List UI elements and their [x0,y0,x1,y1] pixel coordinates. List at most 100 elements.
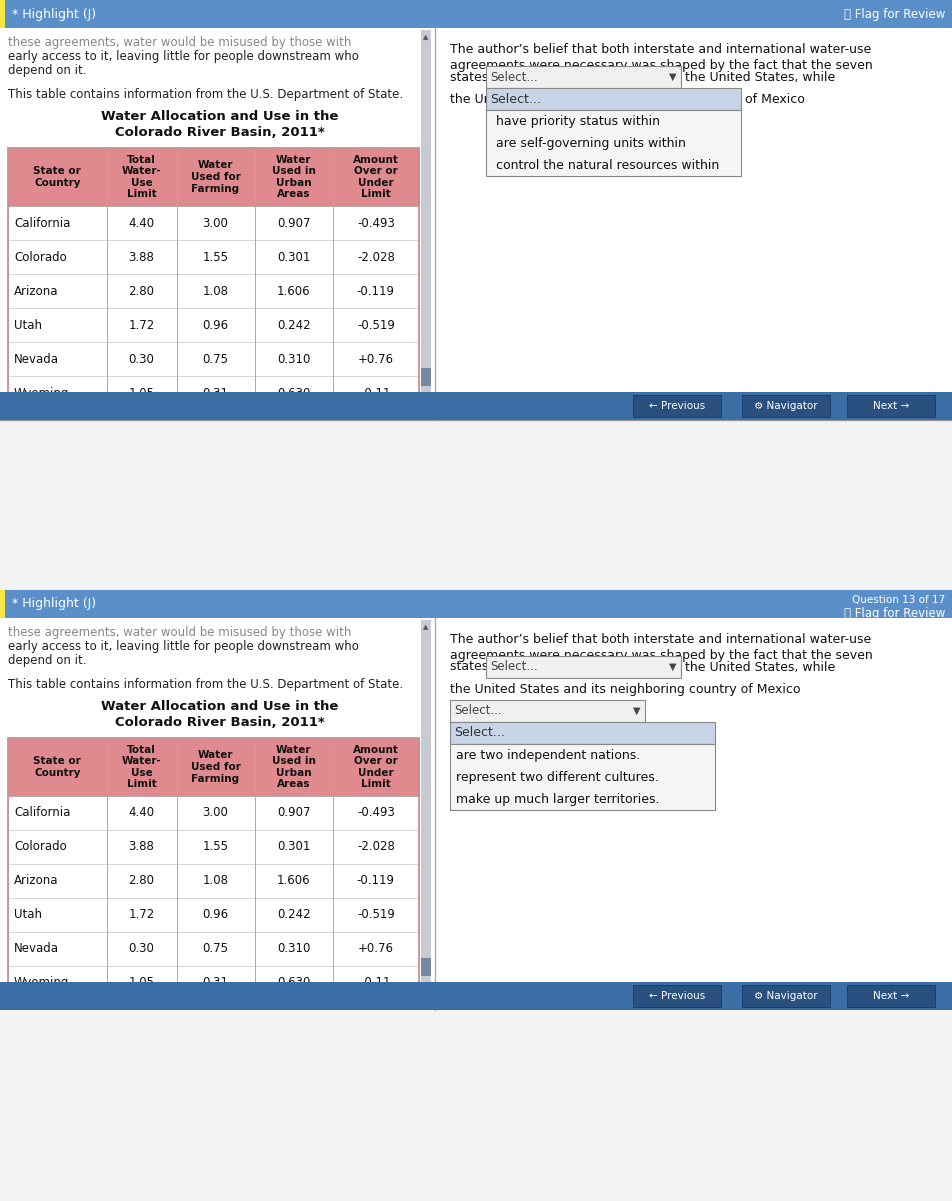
Text: Total
Water-
Use
Limit: Total Water- Use Limit [122,155,161,199]
Text: -0.11: -0.11 [360,976,390,990]
Text: ▼: ▼ [423,406,428,412]
Text: 0.96: 0.96 [202,908,228,921]
Text: agreements were necessary was shaped by the fact that the seven: agreements were necessary was shaped by … [449,649,872,662]
Text: early access to it, leaving little for people downstream who: early access to it, leaving little for p… [8,50,359,62]
Text: states: states [449,71,492,84]
Bar [0,982,952,1010]
Bar [449,722,714,743]
Bar [0,0,952,28]
Text: 0.31: 0.31 [203,976,228,990]
Text: This table contains information from the U.S. Department of State.: This table contains information from the… [8,88,403,101]
Bar [8,240,419,274]
Text: 4.40: 4.40 [129,216,154,229]
Bar [486,110,741,177]
Bar [0,392,952,420]
Text: Water Allocation and Use in the: Water Allocation and Use in the [101,700,338,713]
Text: Colorado: Colorado [14,841,67,854]
Text: depend on it.: depend on it. [8,64,87,77]
Text: 0.310: 0.310 [277,353,310,365]
Text: -0.519: -0.519 [357,318,394,331]
Text: -2.028: -2.028 [357,251,394,263]
Text: -2.028: -2.028 [357,841,394,854]
Text: 2.80: 2.80 [129,285,154,298]
Bar [449,743,714,809]
Bar [8,737,419,1000]
Text: 1.55: 1.55 [203,841,228,854]
Text: * Highlight (J): * Highlight (J) [12,598,96,610]
Text: -0.11: -0.11 [360,387,390,400]
Text: 0.907: 0.907 [277,216,310,229]
Text: ▼: ▼ [423,996,428,1002]
Text: agreements were necessary was shaped by the fact that the seven: agreements were necessary was shaped by … [449,59,872,72]
Text: 3.00: 3.00 [203,216,228,229]
Text: Question 13 of 17: Question 13 of 17 [851,594,944,605]
Text: ⚙ Navigator: ⚙ Navigator [754,991,817,1000]
Bar [8,148,419,207]
Text: these agreements, water would be misused by those with: these agreements, water would be misused… [8,626,351,639]
Text: State or
Country: State or Country [33,166,81,187]
Bar [632,395,720,417]
Text: 4.40: 4.40 [129,807,154,819]
Text: 0.96: 0.96 [202,318,228,331]
Text: Utah: Utah [14,908,42,921]
Bar [0,590,952,1010]
Bar [846,395,934,417]
Text: -0.519: -0.519 [357,908,394,921]
Text: 0.30: 0.30 [129,353,154,365]
Text: 0.630: 0.630 [277,976,310,990]
Bar [486,66,681,88]
Text: 🔔 Flag for Review: 🔔 Flag for Review [843,607,944,620]
Bar [421,620,430,1008]
Text: Wyoming: Wyoming [14,976,69,990]
Text: ← Previous: ← Previous [647,401,704,411]
Text: Water
Used for
Farming: Water Used for Farming [190,751,240,783]
Bar [8,966,419,1000]
Text: ← Previous: ← Previous [647,991,704,1000]
Bar [8,796,419,830]
Text: 1.72: 1.72 [129,318,154,331]
Text: 1.05: 1.05 [129,387,154,400]
Text: 3.00: 3.00 [203,807,228,819]
Bar [0,590,5,619]
Bar [8,830,419,864]
Text: 1.08: 1.08 [203,285,228,298]
Text: +0.76: +0.76 [357,353,393,365]
Text: the United States and its neighboring country of Mexico: the United States and its neighboring co… [449,682,800,695]
Bar [0,0,952,420]
Bar [0,590,952,619]
Text: California: California [14,216,70,229]
Text: -0.119: -0.119 [356,285,394,298]
Text: make up much larger territories.: make up much larger territories. [455,793,659,806]
Text: Water
Used in
Urban
Areas: Water Used in Urban Areas [271,155,315,199]
Text: Water Allocation and Use in the: Water Allocation and Use in the [101,110,338,123]
Text: 3.88: 3.88 [129,251,154,263]
Text: early access to it, leaving little for people downstream who: early access to it, leaving little for p… [8,640,359,653]
Bar [8,898,419,932]
Text: Next →: Next → [872,401,908,411]
Text: * Highlight (J): * Highlight (J) [12,7,96,20]
Text: Select...: Select... [489,92,541,106]
Text: 1.606: 1.606 [276,874,310,888]
Bar [486,88,741,110]
Text: ⚙ Navigator: ⚙ Navigator [754,401,817,411]
Text: 2.80: 2.80 [129,874,154,888]
Bar [8,376,419,410]
Text: Amount
Over or
Under
Limit: Amount Over or Under Limit [352,745,398,789]
Text: 0.310: 0.310 [277,943,310,956]
Bar [421,30,430,418]
Bar [0,0,5,28]
Text: of Mexico: of Mexico [744,92,804,106]
Text: Colorado: Colorado [14,251,67,263]
Text: 0.31: 0.31 [203,387,228,400]
Text: 0.907: 0.907 [277,807,310,819]
Text: 1.606: 1.606 [276,285,310,298]
Text: California: California [14,807,70,819]
Text: Wyoming: Wyoming [14,387,69,400]
Text: Water
Used in
Urban
Areas: Water Used in Urban Areas [271,745,315,789]
Text: 0.301: 0.301 [277,841,310,854]
Text: 1.05: 1.05 [129,976,154,990]
Text: the Un: the Un [449,92,491,106]
Text: the United States, while: the United States, while [684,71,834,84]
Text: Arizona: Arizona [14,874,58,888]
Bar [632,985,720,1006]
